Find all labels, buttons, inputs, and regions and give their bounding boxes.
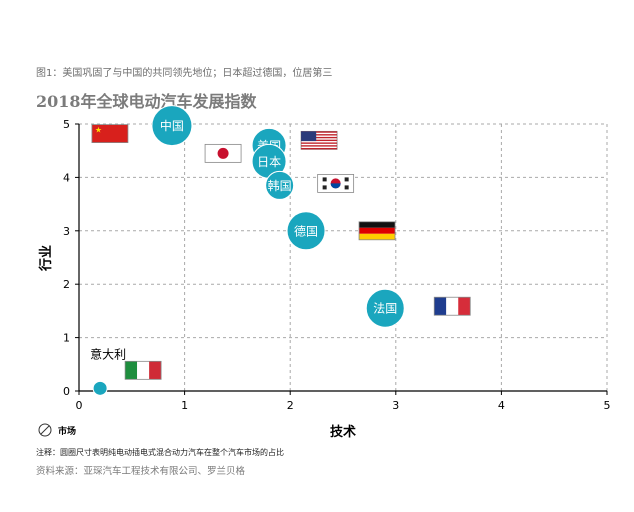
bubble-point: 韩国	[265, 170, 295, 200]
flags: ★	[91, 124, 471, 380]
bubble-point: 意大利	[90, 346, 126, 396]
bubble-point: 德国	[286, 211, 326, 251]
germany-flag-icon	[358, 221, 396, 241]
x-tick-label: 5	[604, 399, 611, 412]
x-tick-label: 2	[287, 399, 294, 412]
tick-labels: 0 1 2 3 4 5 0 1 2 3 4 5	[63, 118, 611, 412]
korea-flag-icon	[317, 174, 355, 193]
bubble-label: 意大利	[90, 346, 126, 361]
france-flag-icon	[433, 296, 471, 316]
bubble-marker	[265, 170, 295, 200]
x-tick-label: 3	[392, 399, 399, 412]
y-axis-label: 行业	[38, 245, 54, 272]
figure-caption: 图1：美国巩固了与中国的共同领先地位；日本超过德国，位居第三	[36, 68, 333, 79]
chart-note: 注释：圆圈尺寸表明纯电动插电式混合动力汽车在整个汽车市场的占比	[36, 448, 284, 457]
bubble-point: 日本	[251, 143, 287, 179]
svg-text:★: ★	[95, 126, 102, 135]
bubble-point: 法国	[365, 288, 405, 328]
gridlines	[79, 123, 608, 391]
y-tick-label: 0	[63, 385, 70, 398]
y-tick-label: 5	[63, 118, 70, 131]
china-flag-icon: ★	[91, 124, 129, 144]
bubble-marker	[286, 211, 326, 251]
bubble-label: 日本	[257, 155, 281, 169]
italy-flag-icon	[124, 360, 162, 380]
size-legend-icon	[38, 423, 52, 437]
x-tick-label: 0	[76, 399, 83, 412]
size-legend-label: 市场	[58, 425, 76, 437]
bubble-label: 中国	[160, 118, 184, 133]
bubble-label: 德国	[294, 223, 318, 238]
bubble-marker	[92, 380, 108, 396]
bubble-marker	[151, 105, 193, 147]
chart-title: 2018年全球电动汽车发展指数	[36, 92, 257, 111]
size-legend: 市场	[38, 423, 76, 437]
axes	[78, 124, 607, 392]
x-axis-label: 技术	[330, 424, 356, 440]
bubble-label: 韩国	[268, 178, 292, 193]
bubble-marker	[365, 288, 405, 328]
y-tick-label: 4	[63, 171, 70, 184]
bubble-label: 法国	[373, 302, 397, 316]
y-tick-label: 3	[63, 225, 70, 238]
bubbles: 中国美国日本韩国德国法国意大利	[90, 105, 405, 396]
usa-flag-icon	[300, 130, 338, 150]
x-tick-label: 4	[498, 399, 505, 412]
source-text: 资料来源：亚琛汽车工程技术有限公司、罗兰贝格	[36, 466, 246, 477]
bubble-point: 中国	[151, 105, 193, 147]
y-tick-label: 1	[63, 332, 70, 345]
y-tick-label: 2	[63, 278, 70, 291]
size-legend-arrow	[40, 425, 50, 435]
japan-flag-icon	[204, 143, 242, 163]
x-tick-label: 1	[181, 399, 188, 412]
